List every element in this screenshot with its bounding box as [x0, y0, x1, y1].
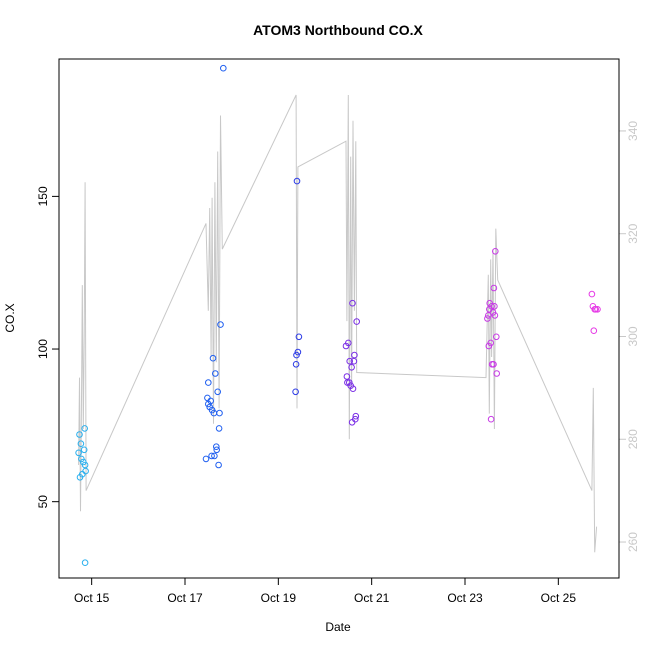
y2-tick-label: 300 — [626, 326, 640, 346]
data-point — [491, 303, 498, 310]
data-point — [213, 446, 220, 454]
data-point — [205, 379, 212, 386]
data-point — [75, 449, 82, 457]
data-point — [594, 306, 601, 313]
data-point — [209, 354, 217, 362]
data-point — [487, 339, 495, 347]
data-point — [208, 452, 215, 460]
data-point — [352, 415, 359, 423]
data-point — [588, 290, 596, 298]
data-point — [352, 412, 360, 420]
data-point — [485, 312, 492, 319]
data-point — [493, 333, 500, 341]
data-point — [81, 559, 89, 567]
data-point — [211, 452, 218, 460]
data-point — [294, 348, 302, 356]
data-point — [220, 64, 227, 72]
y-axis-label: CO.X — [3, 303, 17, 332]
data-point — [207, 397, 214, 405]
x-axis-label: Date — [325, 620, 351, 634]
x-tick-label: Oct 21 — [354, 591, 390, 605]
data-point — [76, 431, 83, 438]
data-point — [343, 373, 351, 380]
x-tick-label: Oct 23 — [447, 591, 483, 605]
data-point — [202, 455, 210, 463]
y2-tick-label: 340 — [626, 121, 640, 141]
plot-frame — [58, 58, 620, 579]
data-point — [82, 467, 89, 475]
x-tick-label: Oct 19 — [261, 591, 297, 605]
data-point — [491, 312, 499, 319]
data-point — [215, 425, 223, 432]
data-point — [293, 177, 301, 185]
data-point — [350, 357, 358, 365]
data-point — [346, 357, 354, 365]
data-point — [215, 461, 222, 469]
data-point — [346, 379, 353, 386]
data-point — [217, 321, 224, 328]
data-point — [349, 299, 356, 307]
data-point — [493, 370, 501, 377]
y2-tick-label: 260 — [626, 532, 640, 552]
data-point — [592, 306, 600, 313]
data-point — [292, 361, 300, 368]
data-point — [349, 385, 357, 393]
data-point — [348, 419, 356, 426]
data-point — [292, 388, 299, 396]
data-point — [216, 409, 223, 417]
y2-tick-label: 320 — [626, 223, 640, 243]
data-point — [212, 370, 219, 377]
y-tick-label: 50 — [36, 495, 50, 509]
data-point — [490, 284, 498, 292]
data-point — [214, 388, 221, 396]
data-point — [490, 361, 497, 368]
data-point — [353, 318, 361, 325]
x-tick-label: Oct 25 — [541, 591, 577, 605]
data-point — [492, 248, 499, 255]
chart-title: ATOM3 Northbound CO.X — [253, 22, 423, 38]
data-point — [295, 333, 303, 341]
points-group — [75, 64, 601, 567]
data-point — [488, 303, 495, 310]
y2-tick-label: 280 — [626, 429, 640, 449]
data-point — [348, 364, 355, 371]
data-point — [77, 440, 85, 448]
data-point — [484, 315, 491, 322]
x-tick-label: Oct 17 — [167, 591, 203, 605]
data-point — [81, 425, 88, 432]
data-point — [487, 415, 495, 423]
y-tick-label: 100 — [36, 339, 50, 359]
secondary-series-group — [78, 94, 598, 553]
data-point — [590, 327, 598, 335]
axes-group: Oct 15 Oct 17 Oct 19 Oct 21 Oct 23 Oct 25 50 10… — [36, 121, 640, 605]
data-point — [81, 461, 89, 469]
data-point — [351, 351, 358, 359]
data-point — [293, 351, 300, 359]
data-point — [345, 339, 352, 347]
secondary-line — [78, 94, 598, 553]
data-point — [213, 443, 220, 451]
x-tick-label: Oct 15 — [74, 591, 110, 605]
y-tick-label: 150 — [36, 186, 50, 206]
data-point — [80, 446, 88, 454]
